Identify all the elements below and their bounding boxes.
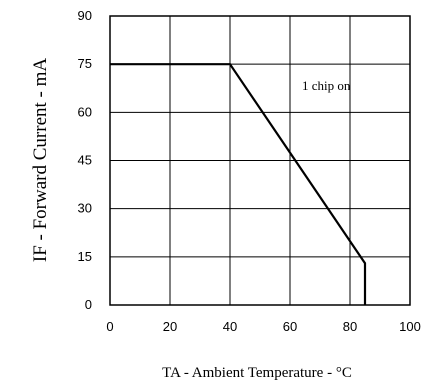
x-tick-label: 20 bbox=[163, 319, 177, 334]
x-tick-label: 40 bbox=[223, 319, 237, 334]
x-tick-labels: 0 20 40 60 80 100 bbox=[106, 319, 420, 334]
x-tick-label: 0 bbox=[106, 319, 113, 334]
x-tick-label: 100 bbox=[399, 319, 421, 334]
y-tick-labels: 0 15 30 45 60 75 90 bbox=[78, 8, 92, 312]
series-layer bbox=[110, 63, 367, 305]
y-tick-label: 0 bbox=[85, 297, 92, 312]
x-tick-label: 60 bbox=[283, 319, 297, 334]
annotation-label: 1 chip on bbox=[302, 78, 351, 93]
y-tick-label: 15 bbox=[78, 249, 92, 264]
x-tick-label: 80 bbox=[343, 319, 357, 334]
series-line bbox=[110, 63, 367, 305]
plot-frame bbox=[109, 15, 411, 306]
x-axis-label: TA - Ambient Temperature - °C bbox=[162, 365, 352, 381]
y-axis-label: IF - Forward Current - mA bbox=[30, 58, 51, 262]
y-tick-label: 45 bbox=[78, 153, 92, 168]
y-tick-label: 60 bbox=[78, 104, 92, 119]
y-tick-label: 75 bbox=[78, 56, 92, 71]
y-tick-label: 30 bbox=[78, 201, 92, 216]
y-tick-label: 90 bbox=[78, 8, 92, 23]
annotations: 1 chip on bbox=[302, 78, 351, 93]
